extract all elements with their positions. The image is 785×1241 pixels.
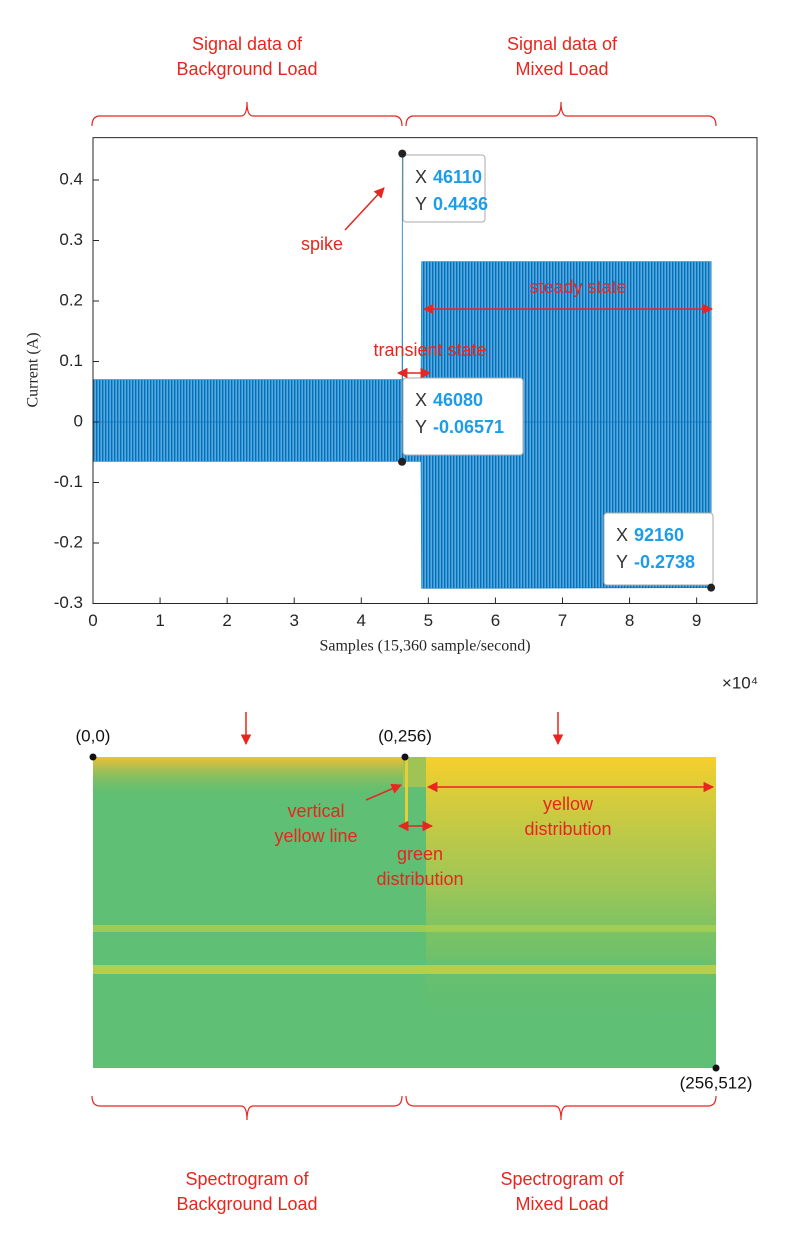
signal-plot: 0 1 2 3 4 5 6 7 8 9 -0.3 -0.2 -0.1 0 0.1 0.2 0.3 0.4 Sampl… — [25, 137, 758, 692]
x-multiplier: ×10⁴ — [722, 673, 758, 692]
annotation: yellow line — [274, 826, 357, 846]
y-tick-label: 0.1 — [59, 351, 83, 370]
bracket-label: Mixed Load — [515, 59, 608, 79]
brace — [405, 1095, 717, 1121]
x-tick-label: 7 — [558, 611, 567, 630]
x-tick-label: 2 — [222, 611, 231, 630]
annotation: distribution — [524, 819, 611, 839]
datatip-y-key: Y — [415, 194, 427, 214]
annotation: transient state — [373, 340, 486, 360]
datatip-point — [398, 457, 407, 466]
bracket-label: Signal data of — [507, 34, 618, 54]
bracket-label: Spectrogram of — [185, 1169, 309, 1189]
y-tick-label: -0.1 — [54, 472, 83, 491]
y-tick-label: 0.4 — [59, 169, 83, 188]
bracket-label: Background Load — [176, 59, 317, 79]
bracket-label: Signal data of — [192, 34, 303, 54]
x-axis-label: Samples (15,360 sample/second) — [319, 638, 530, 655]
datatip-x-key: X — [415, 390, 427, 410]
brace — [405, 101, 717, 127]
y-tick-label: 0.2 — [59, 290, 83, 309]
x-tick-label: 8 — [625, 611, 634, 630]
datatip-x-key: X — [616, 525, 628, 545]
annotation: yellow — [543, 794, 594, 814]
datatip-point — [398, 149, 407, 158]
datatip-x-value: 92160 — [634, 525, 684, 545]
x-tick-label: 6 — [491, 611, 500, 630]
datatip-point — [707, 583, 716, 592]
corner-dot — [401, 753, 409, 761]
y-tick-label: 0.3 — [59, 230, 83, 249]
datatip-x-key: X — [415, 167, 427, 187]
annotation: distribution — [376, 869, 463, 889]
x-tick-label: 9 — [692, 611, 701, 630]
datatip-y-key: Y — [616, 552, 628, 572]
corner-dot — [89, 753, 97, 761]
datatip-y-value: -0.06571 — [433, 417, 504, 437]
datatip-y-value: 0.4436 — [433, 194, 488, 214]
x-tick-label: 1 — [155, 611, 164, 630]
corner-dot — [712, 1064, 720, 1072]
datatip-box — [402, 154, 486, 223]
x-tick-label: 5 — [424, 611, 433, 630]
plot-frame — [92, 137, 758, 604]
y-tick-label: 0 — [74, 411, 83, 430]
datatip-x-value: 46080 — [433, 390, 483, 410]
brace — [91, 1095, 403, 1121]
y-tick-label: -0.3 — [54, 593, 83, 612]
x-tick-label: 4 — [357, 611, 366, 630]
annotation: vertical — [287, 801, 344, 821]
bracket-label: Mixed Load — [515, 1194, 608, 1214]
annotation: steady state — [529, 277, 626, 297]
datatip-box — [603, 512, 714, 586]
arrow — [344, 187, 385, 231]
y-tick-label: -0.2 — [54, 532, 83, 551]
bracket-label: Background Load — [176, 1194, 317, 1214]
datatip-x-value: 46110 — [433, 167, 482, 187]
datatip-y-value: -0.2738 — [634, 552, 695, 572]
corner-label: (256,512) — [680, 1073, 753, 1092]
bracket-label: Spectrogram of — [500, 1169, 624, 1189]
annotation: green — [397, 844, 443, 864]
x-tick-label: 3 — [289, 611, 298, 630]
annotation: spike — [301, 234, 343, 254]
corner-label: (0,256) — [378, 726, 432, 745]
datatip-y-key: Y — [415, 417, 427, 437]
datatip-box — [402, 377, 524, 456]
arrow — [365, 783, 402, 801]
x-tick-label: 0 — [88, 611, 97, 630]
brace — [91, 101, 403, 127]
spectrogram-image — [93, 757, 716, 1068]
corner-label: (0,0) — [76, 726, 111, 745]
y-axis-label: Current (A) — [25, 332, 42, 407]
